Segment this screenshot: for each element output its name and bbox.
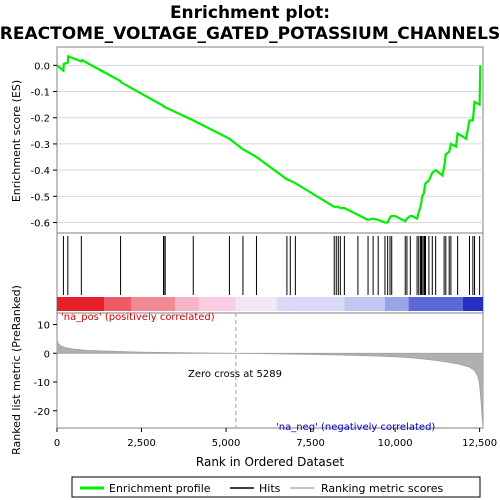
rank-heatmap-segment [384,297,409,311]
legend-metric-label: Ranking metric scores [321,482,443,495]
zero-cross-label: Zero cross at 5289 [188,369,282,380]
metric-ytick-label: 0 [44,349,50,360]
rank-heatmap-segment [235,297,277,311]
rank-heatmap-segment [199,297,236,311]
x-tick-label: 2,500 [127,438,156,449]
es-ytick-label: -0.3 [30,140,50,151]
rank-heatmap-segment [408,297,463,311]
legend-enrichment-label: Enrichment profile [109,482,211,495]
rank-heatmap-segment [131,297,176,311]
metric-ytick-label: 10 [37,321,50,332]
es-ytick-label: -0.2 [30,114,50,125]
rank-heatmap-segment [344,297,385,311]
x-tick-label: 12,500 [462,438,497,449]
x-axis-label: Rank in Ordered Dataset [196,455,344,469]
rank-heatmap-segment [104,297,132,311]
es-ytick-label: -0.5 [30,192,50,203]
es-axis-label: Enrichment score (ES) [10,80,23,202]
legend-hits-label: Hits [259,482,281,495]
legend-box [71,476,481,498]
ranking-metric-area [56,338,484,429]
metric-ytick-label: -20 [34,407,50,418]
rank-heatmap-segment [462,297,483,311]
metric-panel-frame [56,312,484,429]
x-tick-label: 5,000 [212,438,241,449]
es-ytick-label: -0.6 [30,219,50,230]
x-tick-label: 10,000 [378,438,413,449]
enrichment-profile-line [56,54,482,224]
es-ytick-label: -0.1 [30,88,50,99]
es-panel-frame [56,46,484,234]
na-neg-label: 'na_neg' (negatively correlated) [276,422,435,433]
rank-heatmap-segment [57,297,105,311]
es-ytick-label: -0.4 [30,166,50,177]
chart-title-line-2: REACTOME_VOLTAGE_GATED_POTASSIUM_CHANNEL… [0,24,500,44]
x-tick-label: 0 [54,438,60,449]
rank-heatmap-segment [175,297,199,311]
es-ytick-label: 0.0 [34,61,50,72]
chart-title-line-1: Enrichment plot: [170,3,330,23]
metric-axis-label: Ranked list metric (PreRanked) [10,285,23,455]
metric-ytick-label: -10 [34,378,50,389]
rank-heatmap-segment [276,297,345,311]
na-pos-label: 'na_pos' (positively correlated) [61,312,215,323]
x-tick-label: 7,500 [296,438,325,449]
